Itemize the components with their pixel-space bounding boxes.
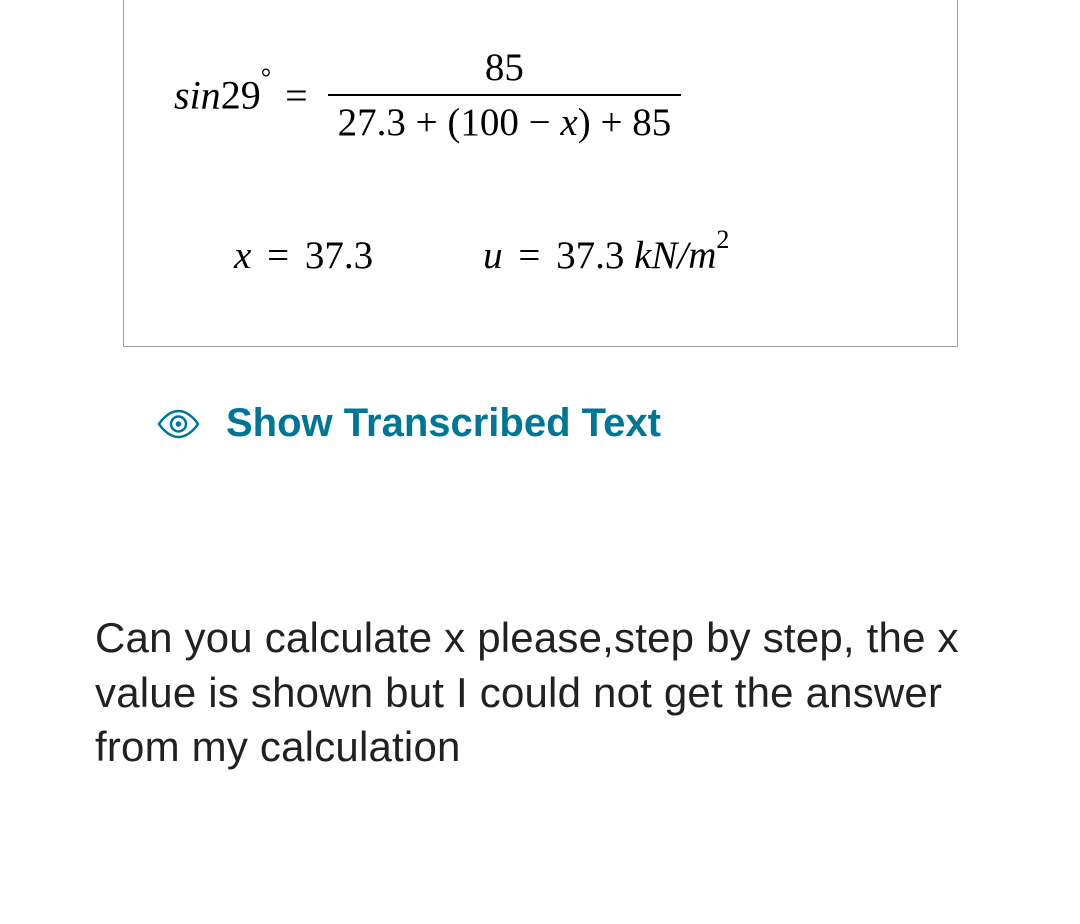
denom-plus1: + (	[406, 101, 460, 144]
u-exponent: 2	[716, 225, 729, 254]
eye-icon	[155, 409, 202, 439]
show-transcribed-label: Show Transcribed Text	[226, 401, 661, 446]
fraction: 85 27.3 + (100 − x) + 85	[328, 45, 682, 145]
u-equals: =	[509, 234, 551, 277]
sin-expression: sin29°	[174, 71, 271, 118]
angle-value: 29	[221, 73, 261, 118]
denom-x: x	[560, 101, 577, 144]
question-text: Can you calculate x please,step by step,…	[95, 611, 985, 775]
u-unit: kN/m	[634, 234, 716, 277]
denom-a: 27.3	[338, 101, 406, 144]
denom-b: 100	[460, 101, 519, 144]
equals-sign: =	[285, 72, 308, 119]
degree-symbol: °	[261, 63, 271, 92]
denom-minus: −	[519, 101, 561, 144]
x-result: x = 37.3	[234, 233, 373, 278]
u-value: 37.3	[556, 234, 634, 277]
u-result: u = 37.3 kN/m2	[483, 231, 729, 278]
equation-results: x = 37.3 u = 37.3 kN/m2	[234, 231, 917, 278]
equation-sin: sin29° = 85 27.3 + (100 − x) + 85	[174, 45, 917, 145]
x-value: 37.3	[305, 234, 373, 277]
denominator: 27.3 + (100 − x) + 85	[328, 96, 682, 145]
show-transcribed-button[interactable]: Show Transcribed Text	[155, 401, 1080, 446]
denom-close: ) +	[578, 101, 632, 144]
denom-c: 85	[632, 101, 671, 144]
x-var: x	[234, 234, 251, 277]
sin-label: sin	[174, 73, 221, 118]
math-equation-box: sin29° = 85 27.3 + (100 − x) + 85 x = 37…	[123, 0, 958, 347]
u-var: u	[483, 234, 503, 277]
x-equals: =	[257, 234, 299, 277]
numerator: 85	[475, 45, 534, 94]
